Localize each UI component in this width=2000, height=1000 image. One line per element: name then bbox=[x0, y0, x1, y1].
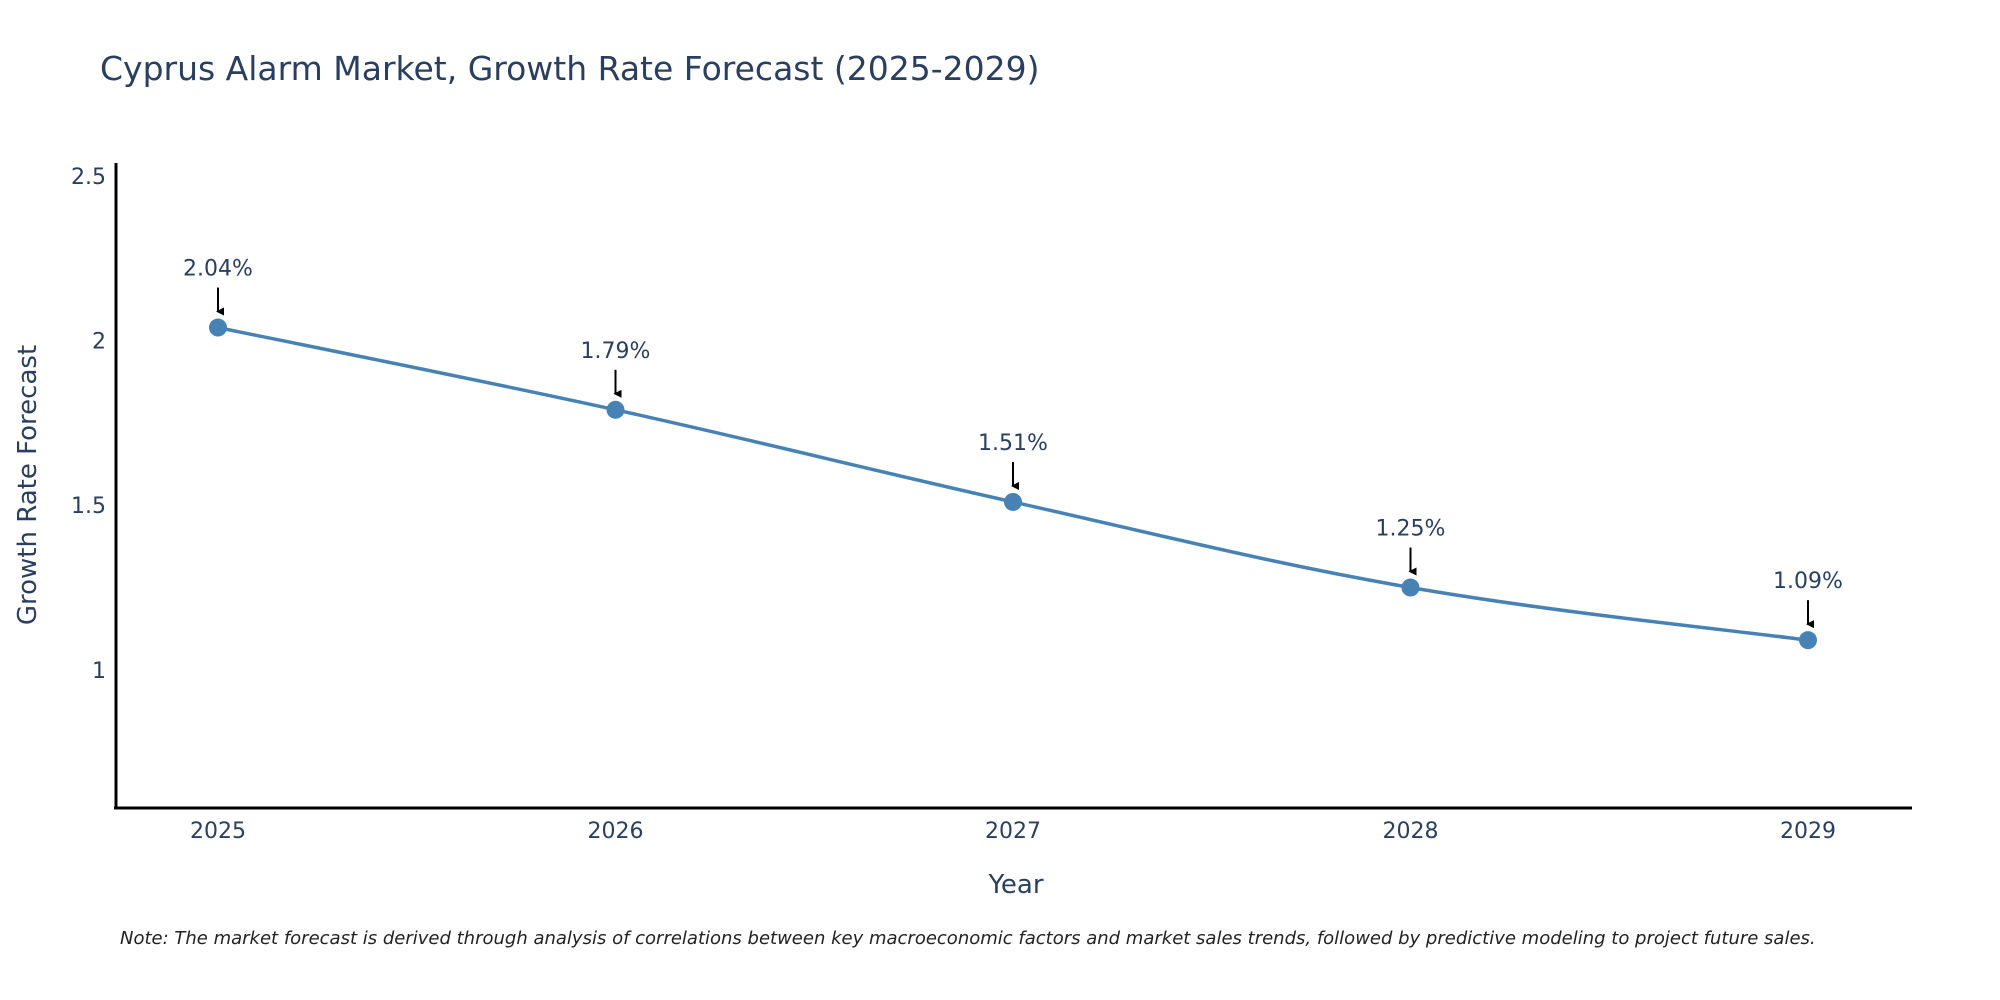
data-point bbox=[1004, 492, 1022, 511]
chart-title: Cyprus Alarm Market, Growth Rate Forecas… bbox=[100, 49, 1040, 88]
plot-area: 1 1.5 2 2.5 2025 2026 2027 2028 2029 2.04% 1.79%… bbox=[71, 163, 1912, 844]
x-tick-label: 2025 bbox=[190, 819, 246, 844]
footnote: Note: The market forecast is derived thr… bbox=[120, 928, 1816, 949]
data-point bbox=[606, 400, 625, 419]
x-tick-label: 2027 bbox=[985, 819, 1041, 844]
data-label: 2.04% bbox=[183, 257, 253, 282]
data-label: 1.51% bbox=[978, 431, 1048, 456]
y-tick-labels: 1 1.5 2 2.5 bbox=[71, 165, 106, 684]
y-tick-label: 1 bbox=[92, 659, 106, 684]
data-annotations: 2.04% 1.79% 1.51% 1.25% 1.09% bbox=[183, 257, 1843, 629]
y-tick-label: 2 bbox=[92, 330, 106, 355]
data-label: 1.09% bbox=[1773, 569, 1843, 594]
data-point bbox=[1799, 631, 1817, 650]
data-points bbox=[209, 318, 1817, 650]
x-tick-labels: 2025 2026 2027 2028 2029 bbox=[190, 819, 1836, 844]
data-label: 1.25% bbox=[1376, 517, 1446, 542]
x-tick-label: 2028 bbox=[1383, 819, 1439, 844]
data-label: 1.79% bbox=[581, 339, 651, 364]
data-point bbox=[209, 318, 227, 337]
y-tick-label: 2.5 bbox=[71, 165, 106, 190]
y-tick-label: 1.5 bbox=[71, 494, 106, 519]
x-axis-title: Year bbox=[987, 870, 1043, 900]
data-point bbox=[1401, 578, 1420, 597]
x-tick-label: 2026 bbox=[588, 819, 644, 844]
x-tick-label: 2029 bbox=[1780, 819, 1836, 844]
y-axis-title: Growth Rate Forecast bbox=[13, 345, 43, 625]
